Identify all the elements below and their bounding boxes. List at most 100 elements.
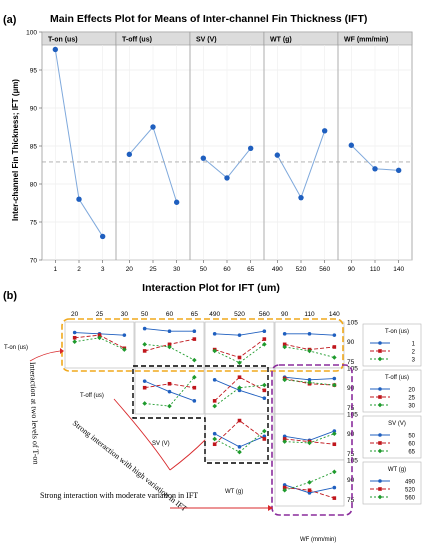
interaction-marker <box>212 332 217 336</box>
top-tick-label: 60 <box>166 311 174 318</box>
interaction-marker <box>212 348 217 354</box>
legend-entry: 65 <box>408 449 415 455</box>
interaction-marker <box>97 335 102 341</box>
right-tick-label: 90 <box>347 339 355 346</box>
legend-box <box>362 415 422 459</box>
factor-diagonal-label: T-on (us) <box>4 345 28 351</box>
interaction-series-line <box>214 419 265 445</box>
factor-strip-label: T-off (us) <box>122 37 152 44</box>
highlight-box-wf <box>271 364 353 516</box>
interaction-marker <box>332 431 337 437</box>
main-effect-point <box>247 145 254 151</box>
x-tick-label: 3 <box>101 266 105 273</box>
interaction-marker <box>282 332 287 336</box>
interaction-marker <box>262 388 267 393</box>
interaction-marker <box>307 348 312 354</box>
legend-entry: 20 <box>408 387 415 393</box>
top-tick-label: 110 <box>304 311 315 318</box>
main-effect-point <box>395 167 402 174</box>
interaction-marker <box>122 333 127 337</box>
x-tick-label: 65 <box>247 266 255 273</box>
y-tick-label: 100 <box>26 30 37 37</box>
interaction-marker <box>212 431 217 436</box>
top-tick-label: 30 <box>121 311 129 318</box>
legend-box <box>362 369 422 413</box>
factor-diagonal-label: SV (V) <box>152 441 170 447</box>
interaction-marker <box>262 428 267 434</box>
panel-a-tag: (a) <box>3 14 17 26</box>
interaction-marker <box>262 337 267 341</box>
x-tick-label: 50 <box>200 266 208 273</box>
x-tick-label: 90 <box>348 266 356 273</box>
interaction-marker <box>212 399 217 403</box>
interaction-marker <box>237 355 242 360</box>
interaction-marker <box>262 342 267 347</box>
legend-entry: 520 <box>405 487 416 493</box>
legend-marker <box>378 487 382 491</box>
main-effect-point <box>126 151 133 158</box>
legend-marker <box>377 356 383 362</box>
y-tick-label: 95 <box>30 68 38 75</box>
top-tick-label: 490 <box>209 311 220 318</box>
factor-diagonal-label: WF (mm/min) <box>300 537 336 543</box>
interaction-marker <box>142 349 147 353</box>
legend-marker <box>378 433 382 437</box>
legend-marker <box>377 402 383 408</box>
x-tick-label: 520 <box>296 266 307 273</box>
legend-box <box>362 323 422 367</box>
interaction-cell <box>274 367 345 415</box>
legend-entry: 50 <box>408 433 415 439</box>
interaction-marker <box>167 381 172 386</box>
interaction-marker <box>307 378 312 382</box>
x-tick-label: 60 <box>223 266 231 273</box>
interaction-marker <box>332 355 337 360</box>
interaction-marker <box>307 488 312 493</box>
annotation-arrowhead-ton <box>60 348 64 354</box>
x-tick-label: 110 <box>370 266 381 273</box>
interaction-marker <box>192 385 197 390</box>
factor-strip-label: WT (g) <box>270 37 292 44</box>
interaction-marker <box>262 329 267 334</box>
main-effect-point <box>298 194 304 201</box>
interaction-marker <box>192 374 197 380</box>
y-tick-label: 70 <box>30 258 38 265</box>
legend-marker <box>377 494 383 500</box>
interaction-marker <box>262 437 267 441</box>
interaction-marker <box>142 401 147 406</box>
interaction-marker <box>332 376 337 381</box>
interaction-marker <box>192 329 197 334</box>
right-tick-label: 75 <box>347 451 355 458</box>
annotation-arrow-ton <box>29 350 61 362</box>
annotation-brace-toff-sv-tail <box>169 439 206 471</box>
interaction-marker <box>167 342 172 347</box>
main-effect-point <box>150 124 156 130</box>
main-effect-point <box>372 166 378 172</box>
x-tick-label: 140 <box>393 266 404 273</box>
interaction-marker <box>307 332 312 336</box>
legend-entry: 3 <box>412 357 416 363</box>
interaction-marker <box>237 333 242 337</box>
interaction-marker <box>332 442 337 447</box>
factor-strip-label: WF (mm/min) <box>344 37 388 44</box>
interaction-marker <box>237 445 242 449</box>
interaction-marker <box>282 342 287 347</box>
interaction-marker <box>282 439 287 444</box>
interaction-marker <box>282 344 287 350</box>
right-tick-label: 90 <box>347 431 355 438</box>
top-tick-label: 65 <box>191 311 199 318</box>
main-effect-point <box>200 155 207 161</box>
right-tick-label: 75 <box>347 497 355 504</box>
factor-diagonal-label: T-off (us) <box>80 393 104 399</box>
interaction-marker <box>72 330 77 335</box>
y-tick-label: 90 <box>30 106 38 113</box>
top-tick-label: 50 <box>141 311 149 318</box>
main-effects-ylabel: Inter-channel Fin Thickness; IFT (µm) <box>11 79 20 221</box>
main-effect-point <box>76 196 82 202</box>
main-effect-point <box>321 128 328 134</box>
legend-title: T-on (us) <box>385 329 409 335</box>
interaction-marker <box>212 442 217 447</box>
interaction-marker <box>237 418 242 423</box>
annotation-brace-toff-sv <box>113 398 171 471</box>
legend-marker <box>378 441 382 445</box>
